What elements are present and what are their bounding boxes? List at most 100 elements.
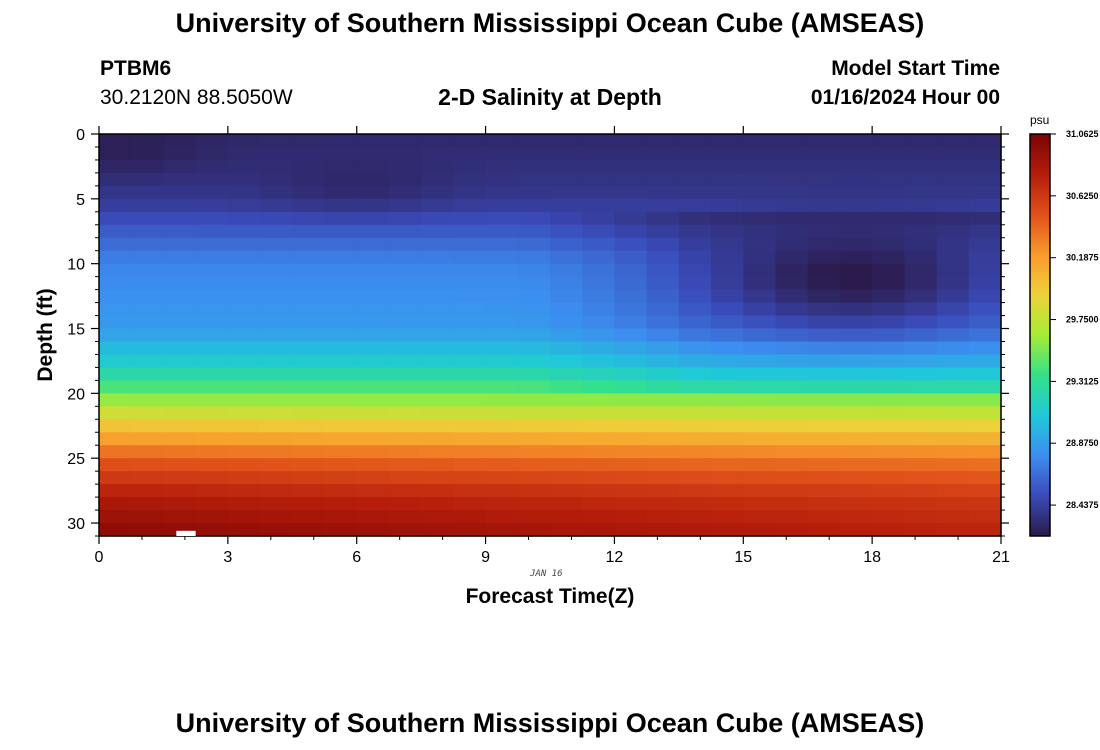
- heatmap-cell: [711, 263, 744, 278]
- heatmap-cell: [743, 458, 777, 472]
- heatmap-cell: [839, 510, 873, 524]
- heatmap-cell: [872, 328, 905, 343]
- heatmap-cell: [839, 458, 873, 472]
- heatmap-cell: [743, 406, 777, 420]
- heatmap-cell: [356, 354, 390, 369]
- heatmap-cell: [678, 146, 712, 161]
- heatmap-cell: [163, 510, 197, 524]
- heatmap-cell: [131, 497, 165, 511]
- heatmap-cell: [550, 393, 583, 407]
- heatmap-cell: [711, 185, 744, 200]
- heatmap-cell: [807, 134, 841, 148]
- heatmap-cell: [485, 523, 519, 537]
- heatmap-cell: [99, 341, 132, 356]
- heatmap-cell: [775, 198, 809, 213]
- heatmap-cell: [324, 134, 358, 148]
- heatmap-cell: [421, 276, 454, 291]
- heatmap-cell: [99, 484, 132, 498]
- heatmap-cell: [968, 263, 1002, 278]
- heatmap-cell: [131, 510, 165, 524]
- heatmap-cell: [453, 172, 487, 187]
- heatmap-cell: [936, 380, 970, 394]
- heatmap-cell: [839, 211, 873, 226]
- heatmap-cell: [131, 134, 165, 148]
- heatmap-cell: [614, 432, 648, 446]
- heatmap-cell: [260, 302, 293, 317]
- heatmap-cell: [904, 263, 938, 278]
- heatmap-cell: [453, 185, 487, 200]
- heatmap-cell: [582, 510, 616, 524]
- heatmap-cell: [324, 172, 358, 187]
- heatmap-cell: [646, 224, 680, 239]
- heatmap-cell: [163, 198, 197, 213]
- heatmap-cell: [99, 393, 132, 407]
- y-tick-label: 25: [67, 451, 85, 468]
- heatmap-cell: [517, 211, 551, 226]
- heatmap-cell: [968, 471, 1002, 485]
- heatmap-cell: [807, 367, 841, 381]
- heatmap-cell: [99, 354, 132, 369]
- heatmap-cell: [775, 497, 809, 511]
- heatmap-cell: [195, 523, 229, 537]
- heatmap-cell: [421, 237, 454, 252]
- heatmap-cell: [324, 471, 358, 485]
- heatmap-cell: [453, 445, 487, 459]
- heatmap-cell: [421, 445, 454, 459]
- heatmap-cell: [292, 263, 326, 278]
- heatmap-cell: [292, 185, 326, 200]
- heatmap-cell: [356, 198, 390, 213]
- heatmap-cell: [936, 224, 970, 239]
- heatmap-cell: [968, 328, 1002, 343]
- heatmap-cell: [453, 159, 487, 174]
- heatmap-cell: [195, 393, 229, 407]
- heatmap-cell: [614, 302, 648, 317]
- heatmap-cell: [292, 432, 326, 446]
- heatmap-cell: [260, 263, 293, 278]
- heatmap-cell: [388, 289, 422, 304]
- heatmap-cell: [614, 523, 648, 537]
- heatmap-cell: [614, 393, 648, 407]
- heatmap-cell: [839, 159, 873, 174]
- heatmap-cell: [904, 211, 938, 226]
- heatmap-cell: [227, 302, 261, 317]
- heatmap-cell: [421, 458, 454, 472]
- heatmap-cell: [678, 341, 712, 356]
- heatmap-cell: [743, 134, 777, 148]
- heatmap-cell: [904, 315, 938, 330]
- heatmap-cell: [292, 237, 326, 252]
- heatmap-cell: [99, 302, 132, 317]
- heatmap-cell: [195, 406, 229, 420]
- heatmap-cell: [582, 315, 616, 330]
- heatmap-cell: [614, 263, 648, 278]
- heatmap-cell: [517, 497, 551, 511]
- heatmap-cell: [582, 367, 616, 381]
- heatmap-cell: [356, 523, 390, 537]
- heatmap-cell: [195, 341, 229, 356]
- heatmap-cell: [904, 497, 938, 511]
- heatmap-cell: [163, 497, 197, 511]
- heatmap-cell: [453, 419, 487, 433]
- heatmap-cell: [678, 302, 712, 317]
- heatmap-cell: [711, 276, 744, 291]
- heatmap-cell: [517, 458, 551, 472]
- heatmap-cell: [807, 159, 841, 174]
- heatmap-cell: [453, 367, 487, 381]
- heatmap-cell: [517, 224, 551, 239]
- heatmap-cell: [227, 380, 261, 394]
- heatmap-cell: [195, 185, 229, 200]
- heatmap-cell: [968, 484, 1002, 498]
- heatmap-cell: [356, 289, 390, 304]
- heatmap-cell: [872, 380, 905, 394]
- heatmap-cell: [646, 432, 680, 446]
- heatmap-cell: [839, 367, 873, 381]
- heatmap-cell: [388, 471, 422, 485]
- heatmap-cell: [872, 198, 905, 213]
- heatmap-cell: [646, 198, 680, 213]
- heatmap-cell: [227, 497, 261, 511]
- heatmap-cell: [356, 406, 390, 420]
- heatmap-cell: [388, 445, 422, 459]
- heatmap-cell: [324, 341, 358, 356]
- heatmap-cell: [485, 406, 519, 420]
- heatmap-cell: [775, 276, 809, 291]
- heatmap-cell: [260, 289, 293, 304]
